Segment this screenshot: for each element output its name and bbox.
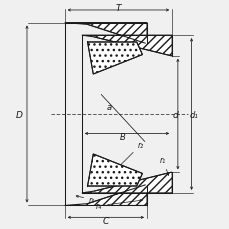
Text: d₁: d₁ — [189, 110, 197, 119]
Text: B: B — [119, 132, 125, 141]
Text: r₁: r₁ — [159, 155, 168, 176]
Polygon shape — [64, 23, 146, 44]
Text: T: T — [115, 3, 121, 12]
Text: a: a — [106, 103, 111, 112]
Polygon shape — [87, 43, 142, 75]
Text: r₂: r₂ — [110, 141, 143, 175]
Text: d: d — [172, 110, 177, 119]
Polygon shape — [82, 36, 171, 57]
Text: r₄: r₄ — [95, 199, 142, 210]
Polygon shape — [82, 172, 171, 193]
Polygon shape — [64, 185, 146, 206]
Polygon shape — [87, 154, 142, 186]
Text: C: C — [102, 216, 109, 225]
Text: r₃: r₃ — [76, 195, 95, 204]
Text: D: D — [16, 110, 22, 119]
